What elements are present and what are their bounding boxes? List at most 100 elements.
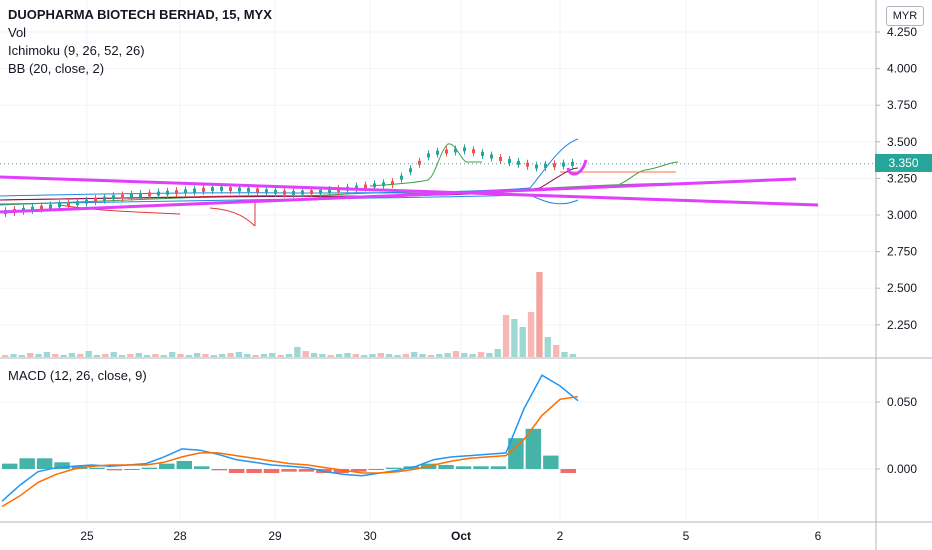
volume-bar [60,355,67,357]
candle-body [562,162,565,167]
candle-body [130,193,133,198]
candle-body [319,189,322,194]
volume-bar [327,355,334,357]
volume-bar [35,354,42,357]
macd-histogram-bar [228,469,245,474]
candle-body [103,196,106,201]
macd-histogram-bar [89,467,105,469]
price-tick-label: 2.250 [887,318,917,332]
candle-body [76,201,79,206]
candle-body [247,187,250,192]
price-tick-label: 3.000 [887,208,917,222]
macd-histogram-bar [560,469,576,474]
candle-body [355,185,358,190]
volume-bar [27,353,34,357]
volume-bar [135,353,142,357]
candle-body [481,151,484,156]
candle-body [274,189,277,194]
bb-legend[interactable]: BB (20, close, 2) [8,61,105,76]
volume-bar [352,354,359,357]
candle-body [535,164,538,169]
candle-body [310,190,313,195]
volume-bar [177,354,184,357]
candle-body [508,158,511,163]
volume-bar [244,354,251,357]
macd-legend[interactable]: MACD (12, 26, close, 9) [8,368,147,383]
candle-body [454,148,457,153]
macd-histogram-bar [351,469,367,472]
candle-body [553,163,556,168]
candle-body [418,160,421,165]
candle-body [238,187,241,192]
volume-bar [185,355,192,357]
macd-histogram-bar [159,463,175,469]
candle-body [490,154,493,159]
volume-bar [68,353,76,357]
time-tick-label: 5 [683,529,690,543]
candle-body [373,183,376,188]
volume-bar [561,352,568,357]
volume-bar [219,354,226,357]
candle-body [463,147,466,152]
ichimoku-kijun [59,200,256,227]
macd-histogram-bar [263,469,280,474]
candle-body [472,149,475,154]
time-tick-label: 30 [363,529,377,543]
volume-bar [486,353,493,357]
currency-button[interactable]: MYR [886,6,924,26]
volume-bar [527,312,535,357]
macd-histogram-bar [508,438,524,469]
macd-histogram-bar [106,469,123,471]
price-tick-label: 2.750 [887,245,917,259]
candle-body [544,163,547,168]
volume-bar [260,354,268,357]
candle-body [58,203,61,208]
time-tick-label: 29 [268,529,282,543]
volume-bar [360,355,368,357]
macd-histogram-bar [490,466,507,469]
macd-histogram-bar [525,428,542,469]
volume-bar [411,352,418,357]
macd-histogram-bar [246,469,262,474]
candle-body [67,202,70,207]
volume-bar [310,353,318,357]
signal-line [1,395,579,508]
price-tick-label: 3.750 [887,98,917,112]
time-tick-label: 6 [815,529,822,543]
macd-histogram-bar [368,469,384,470]
candle-body [265,189,268,194]
candle-body [436,150,439,155]
macd-histogram-bar [455,466,472,469]
volume-bar [386,354,393,357]
last-price-tag: 3.350 [875,154,932,172]
volume-bar [444,353,451,357]
macd-histogram-bar [141,467,158,469]
ichimoku-legend[interactable]: Ichimoku (9, 26, 52, 26) [8,43,145,58]
symbol-title[interactable]: DUOPHARMA BIOTECH BERHAD, 15, MYX [8,7,272,22]
candle-body [40,205,43,210]
volume-bar [461,353,468,357]
macd-histogram-bar [333,469,350,474]
volume-bar [202,354,209,357]
volume-bar [436,354,443,357]
volume-bar [519,327,526,357]
candle-body [49,204,52,209]
volume-bar [269,353,276,357]
highlight-circle [566,159,588,176]
macd-line [1,374,579,502]
volume-bar [502,315,510,357]
volume-bar [419,354,426,357]
volume-bar [102,354,109,357]
volume-legend[interactable]: Vol [8,25,27,40]
price-tick-label: 4.000 [887,62,917,76]
volume-bar [402,354,410,357]
volume-bar [110,352,117,357]
volume-bar [552,345,560,357]
candle-body [193,188,196,193]
macd-histogram-bar [298,469,315,472]
volume-bar [319,354,326,357]
candle-body [301,190,304,195]
macd-histogram-bar [386,467,402,469]
